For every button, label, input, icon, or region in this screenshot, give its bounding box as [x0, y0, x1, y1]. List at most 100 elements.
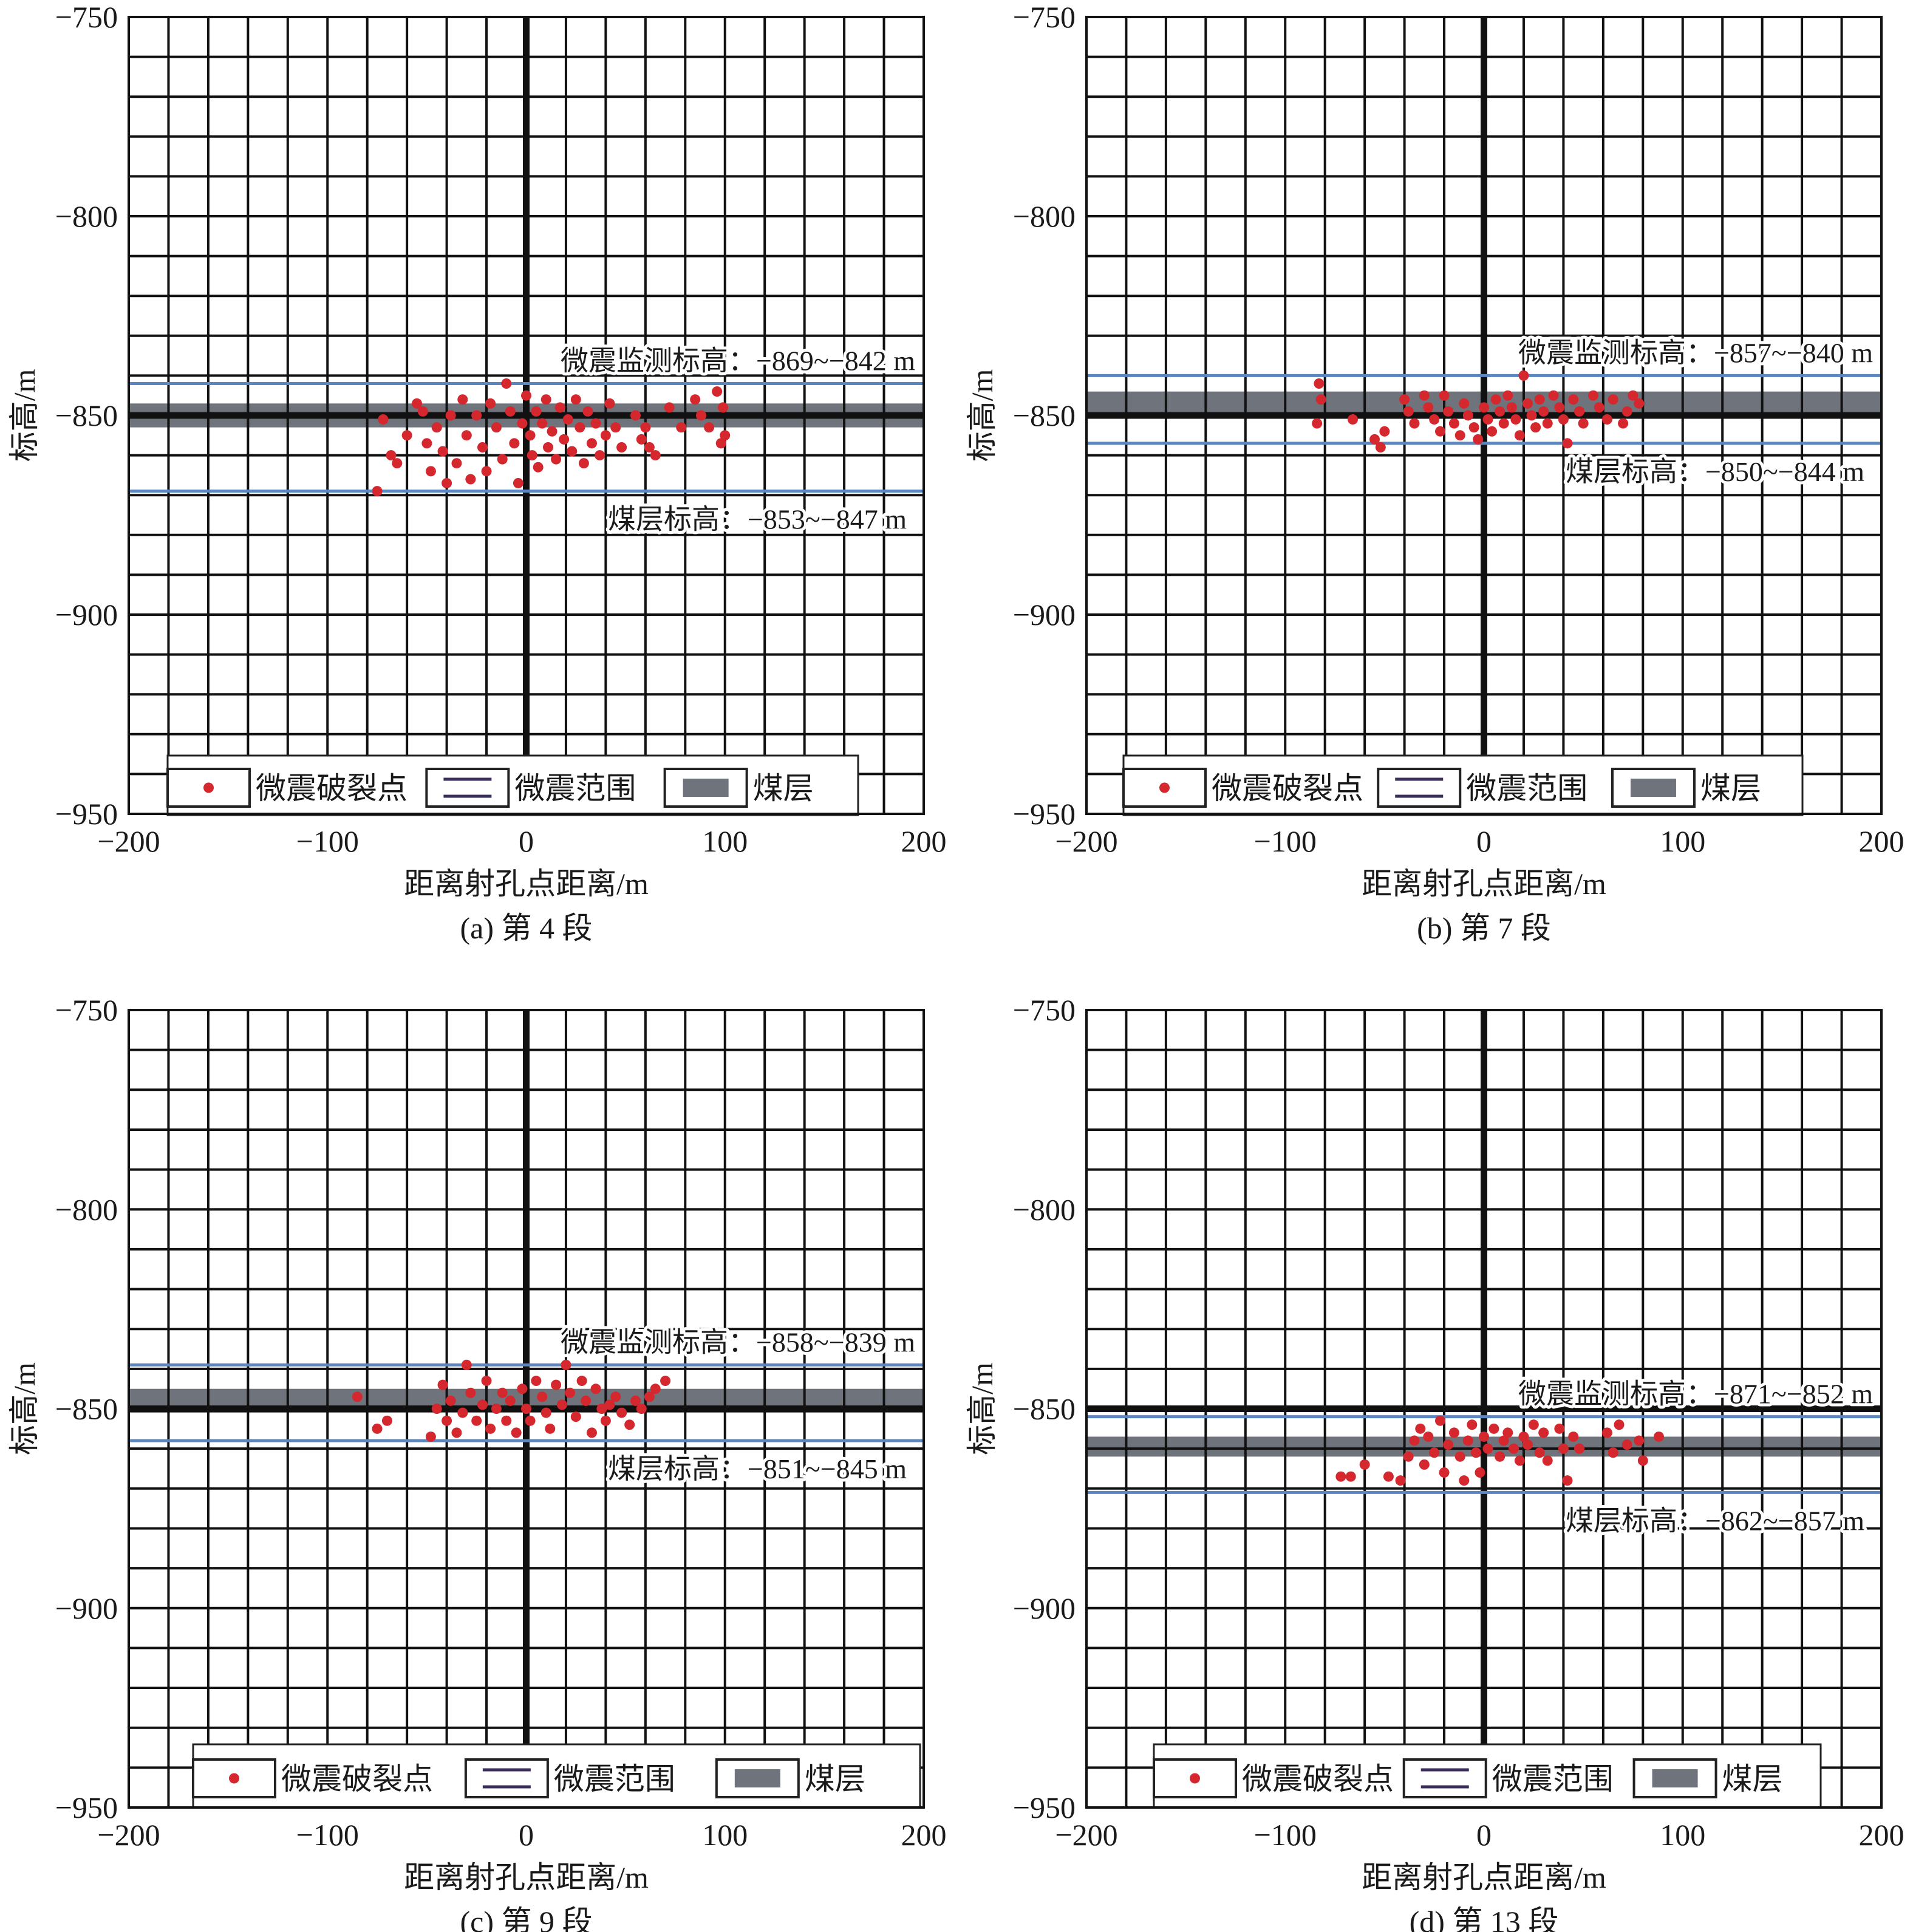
y-tick-label: −800: [55, 1192, 118, 1226]
data-point: [1345, 1471, 1356, 1482]
data-point: [501, 378, 512, 389]
legend-swatch-box: [192, 1758, 276, 1798]
panel-caption: (a) 第 4 段: [460, 911, 593, 945]
legend-label: 微震范围: [514, 771, 636, 805]
data-point: [1479, 1431, 1489, 1442]
data-point: [1488, 1423, 1499, 1434]
data-point: [1634, 398, 1645, 409]
scatter-points: [1312, 370, 1645, 452]
data-point: [582, 406, 593, 417]
data-point: [1495, 1451, 1506, 1462]
data-point: [1653, 1431, 1664, 1442]
data-point: [1542, 1455, 1553, 1466]
data-point: [1621, 406, 1632, 417]
x-tick-label: −200: [1055, 824, 1117, 858]
legend-point-icon: [1159, 782, 1170, 793]
data-point: [1518, 370, 1529, 381]
data-point: [600, 1415, 611, 1426]
data-point: [595, 450, 605, 461]
data-point: [1554, 402, 1565, 413]
panel-caption: (c) 第 9 段: [460, 1905, 593, 1932]
data-point: [442, 1415, 452, 1426]
data-point: [1423, 402, 1434, 413]
data-point: [1454, 1451, 1465, 1462]
data-point: [542, 442, 553, 452]
legend: 微震破裂点 微震范围 煤层: [1122, 754, 1804, 816]
data-point: [1562, 438, 1573, 449]
data-point: [525, 1415, 536, 1426]
data-point: [604, 1399, 615, 1410]
data-point: [1506, 402, 1517, 413]
y-axis-title: 标高/m: [965, 369, 999, 462]
chart-panel-a: 微震监测标高：−869~−842 m煤层标高：−853~−847 m微震破裂点微…: [7, 0, 947, 945]
x-tick-label: −200: [97, 1818, 160, 1852]
data-point: [372, 1423, 383, 1434]
scatter-points: [1335, 1415, 1664, 1486]
data-point: [461, 430, 472, 441]
data-point: [586, 1427, 597, 1438]
data-point: [517, 1384, 528, 1394]
data-point: [1435, 1415, 1446, 1426]
x-tick-label: 0: [519, 1818, 534, 1852]
data-point: [386, 450, 397, 461]
data-point: [1601, 414, 1612, 425]
legend-swatch-box: [464, 1758, 549, 1798]
data-point: [465, 1387, 476, 1398]
data-point: [1409, 418, 1420, 429]
legend-swatch-box: [1377, 768, 1462, 808]
data-point: [1479, 402, 1489, 413]
x-tick-label: 200: [1859, 1818, 1904, 1852]
scatter-points: [352, 1359, 671, 1442]
y-tick-label: −850: [1013, 1392, 1076, 1426]
data-point: [1562, 1475, 1573, 1486]
legend: 微震破裂点 微震范围 煤层: [1153, 1743, 1822, 1809]
data-point: [1415, 1423, 1426, 1434]
x-tick-label: −200: [1055, 1818, 1117, 1852]
data-point: [372, 486, 383, 497]
data-point: [421, 438, 432, 449]
data-point: [1462, 410, 1473, 421]
data-point: [690, 394, 701, 405]
data-point: [1587, 390, 1598, 401]
coal-seam-annotation: 煤层标高：−851~−845 m: [608, 1453, 907, 1484]
data-point: [551, 1379, 562, 1390]
legend: 微震破裂点 微震范围 煤层: [166, 754, 859, 816]
data-point: [1554, 1423, 1565, 1434]
micro-range-annotation: 微震监测标高：−858~−839 m: [561, 1326, 915, 1357]
data-point: [521, 1404, 531, 1414]
plot-frame: [128, 16, 925, 815]
legend-label: 微震范围: [1492, 1762, 1614, 1796]
legend-label: 微震破裂点: [281, 1762, 433, 1796]
data-point: [477, 1399, 488, 1410]
data-point: [1574, 406, 1585, 417]
x-tick-label: 200: [901, 824, 947, 858]
data-point: [1514, 1455, 1525, 1466]
data-point: [1526, 410, 1537, 421]
x-tick-label: 0: [519, 824, 534, 858]
legend-label: 微震范围: [554, 1762, 675, 1796]
data-point: [1429, 414, 1440, 425]
data-point: [616, 442, 627, 452]
y-tick-label: −750: [1013, 993, 1076, 1027]
legend-coal-icon: [683, 779, 729, 797]
x-tick-label: −100: [1254, 1818, 1317, 1852]
y-tick-label: −800: [55, 199, 118, 233]
data-point: [1618, 418, 1629, 429]
data-point: [644, 442, 655, 452]
y-axis-title: 标高/m: [7, 1362, 41, 1455]
data-point: [650, 450, 661, 461]
legend-label: 煤层: [1722, 1762, 1783, 1796]
data-point: [1608, 1447, 1618, 1458]
data-point: [1409, 1435, 1420, 1446]
data-point: [717, 402, 728, 413]
data-point: [540, 394, 551, 405]
data-point: [1383, 1471, 1394, 1482]
data-point: [624, 1419, 635, 1430]
data-point: [1312, 418, 1323, 429]
data-point: [1314, 378, 1325, 389]
plot-frame: [128, 1009, 925, 1809]
data-point: [636, 434, 647, 445]
data-point: [547, 426, 558, 437]
legend-label: 微震破裂点: [256, 771, 407, 805]
data-point: [1448, 418, 1459, 429]
